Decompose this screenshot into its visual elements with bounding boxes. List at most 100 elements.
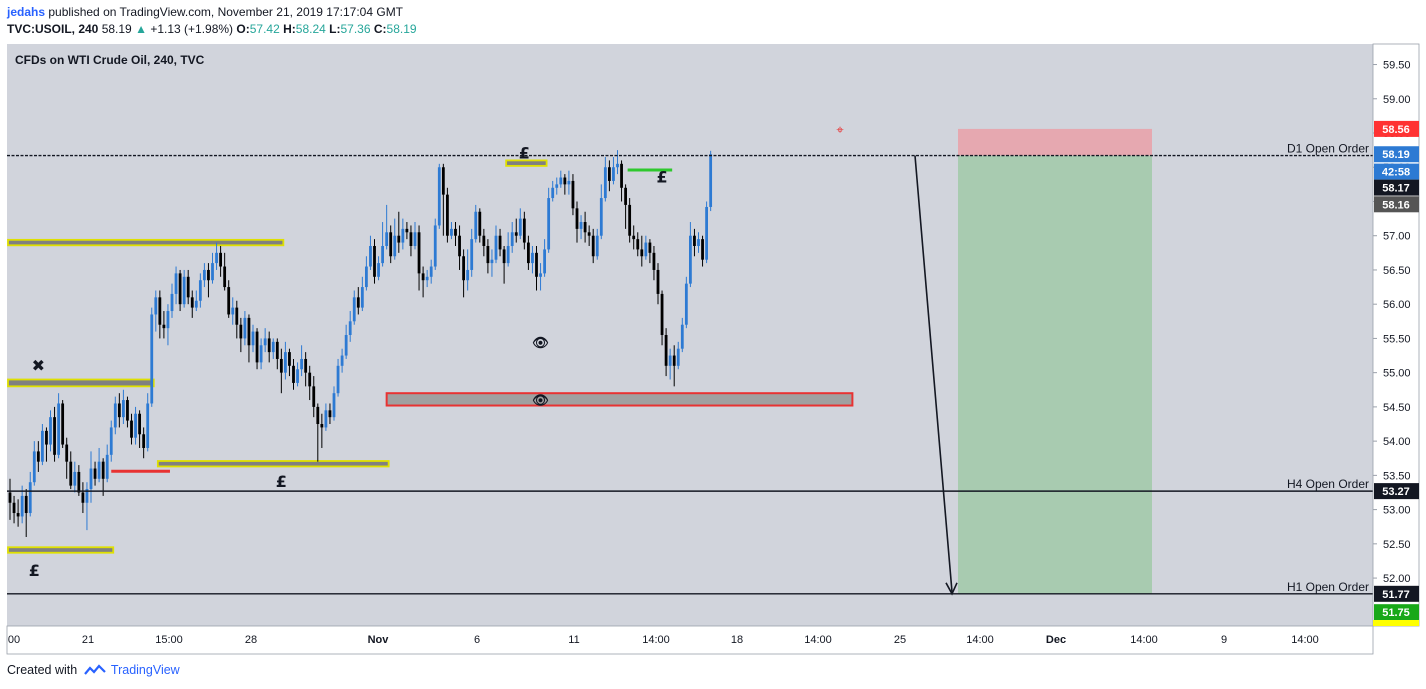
- price-label: 58.17: [1382, 183, 1410, 195]
- candle-body: [709, 154, 713, 207]
- symbol-line: TVC:USOIL, 240 58.19 ▲ +1.13 (+1.98%) O:…: [7, 22, 417, 36]
- candle-body: [324, 410, 328, 428]
- candle-body: [624, 187, 627, 205]
- candle-body: [563, 177, 567, 185]
- candle-body: [474, 211, 478, 240]
- candle-body: [640, 249, 644, 257]
- candle-body: [231, 307, 235, 315]
- price-label-box: [1374, 163, 1419, 180]
- candle-body: [134, 413, 137, 438]
- zone-box[interactable]: [505, 159, 548, 167]
- y-tick-label: 59.50: [1383, 60, 1411, 72]
- price-label-box: [1374, 179, 1419, 196]
- candle-body: [211, 263, 214, 281]
- x-tick-label: 14:00: [1130, 634, 1158, 646]
- candle-body: [259, 345, 263, 363]
- open-label: O:: [236, 22, 250, 36]
- candle-body: [57, 403, 60, 455]
- time-axis[interactable]: [6, 625, 1374, 655]
- candle-body: [28, 482, 32, 514]
- pound-icon: £: [276, 472, 287, 491]
- high-value: 58.24: [295, 22, 326, 36]
- x-tick-label: 14:00: [966, 634, 994, 646]
- candle-body: [595, 235, 599, 257]
- candle-body: [251, 331, 255, 346]
- candle-body: [182, 276, 186, 305]
- candle-body: [304, 358, 308, 373]
- candle-body: [45, 430, 48, 445]
- projection-arrow[interactable]: [914, 155, 953, 592]
- candle-body: [203, 269, 206, 281]
- created-with-text: Created with: [7, 663, 78, 677]
- candle-body: [583, 222, 587, 233]
- candle-body: [219, 252, 222, 267]
- zone-box[interactable]: [7, 378, 155, 388]
- candle-body: [12, 502, 16, 514]
- candle-body: [239, 324, 243, 339]
- y-tick-label: 54.00: [1383, 436, 1411, 448]
- candle-body: [73, 471, 77, 486]
- candle-body: [575, 208, 579, 229]
- candle-body: [514, 232, 518, 236]
- candle-body: [648, 242, 652, 253]
- candle-body: [126, 400, 129, 421]
- candle-body: [644, 242, 648, 257]
- candle-body: [660, 293, 664, 335]
- candle-body: [684, 283, 688, 325]
- price-axis[interactable]: [1372, 43, 1420, 627]
- candle-body: [223, 266, 227, 288]
- candle-body: [328, 410, 332, 418]
- change-value: +1.13 (+1.98%): [150, 22, 234, 36]
- open-value: 57.42: [249, 22, 280, 36]
- price-label-box: [1374, 483, 1419, 500]
- published-text: published on TradingView.com, November 2…: [48, 5, 404, 19]
- key-zone-box[interactable]: [385, 392, 854, 407]
- candle-body: [312, 386, 316, 407]
- zone-box[interactable]: [7, 238, 285, 247]
- candle-body: [308, 372, 312, 387]
- candle-body: [579, 222, 583, 229]
- candle-body: [142, 434, 146, 448]
- high-label: H:: [283, 22, 296, 36]
- candle-body: [571, 180, 575, 209]
- candle-body: [369, 245, 372, 267]
- candle-body: [616, 163, 619, 168]
- zone-box[interactable]: [156, 460, 390, 468]
- x-mark-icon: ✖: [32, 356, 45, 375]
- author-link[interactable]: jedahs: [7, 5, 46, 19]
- candle-body: [198, 280, 202, 301]
- close-value: 58.19: [386, 22, 417, 36]
- candle-body: [16, 513, 20, 517]
- candle-body: [65, 444, 69, 462]
- candle-body: [437, 167, 441, 226]
- take-profit-zone[interactable]: [958, 155, 1152, 594]
- candle-body: [235, 307, 239, 325]
- candle-body: [320, 424, 324, 428]
- x-tick-label: 00: [8, 634, 20, 646]
- candle-body: [433, 225, 437, 267]
- plot-area[interactable]: [7, 44, 1373, 626]
- y-tick-label: 54.50: [1383, 402, 1411, 414]
- x-tick-label: 25: [894, 634, 906, 646]
- candle-body: [705, 206, 708, 260]
- tradingview-link[interactable]: TradingView: [110, 663, 180, 677]
- zone-box[interactable]: [7, 546, 115, 554]
- candle-body: [36, 451, 40, 462]
- candle-body: [486, 245, 490, 264]
- candle-body: [393, 235, 397, 257]
- x-tick-label: 15:00: [155, 634, 183, 646]
- candle-body: [275, 341, 279, 359]
- stop-loss-zone[interactable]: [958, 128, 1152, 156]
- candle-body: [93, 468, 97, 479]
- candle-body: [113, 403, 117, 428]
- candle-body: [421, 273, 425, 281]
- candle-body: [620, 163, 623, 188]
- candle-body: [271, 341, 275, 353]
- candle-body: [478, 211, 482, 236]
- candle-body: [510, 232, 514, 246]
- candle-body: [377, 263, 380, 277]
- y-tick-label: 59.00: [1383, 94, 1411, 106]
- y-tick-label: 56.50: [1383, 265, 1411, 277]
- candle-body: [279, 358, 283, 373]
